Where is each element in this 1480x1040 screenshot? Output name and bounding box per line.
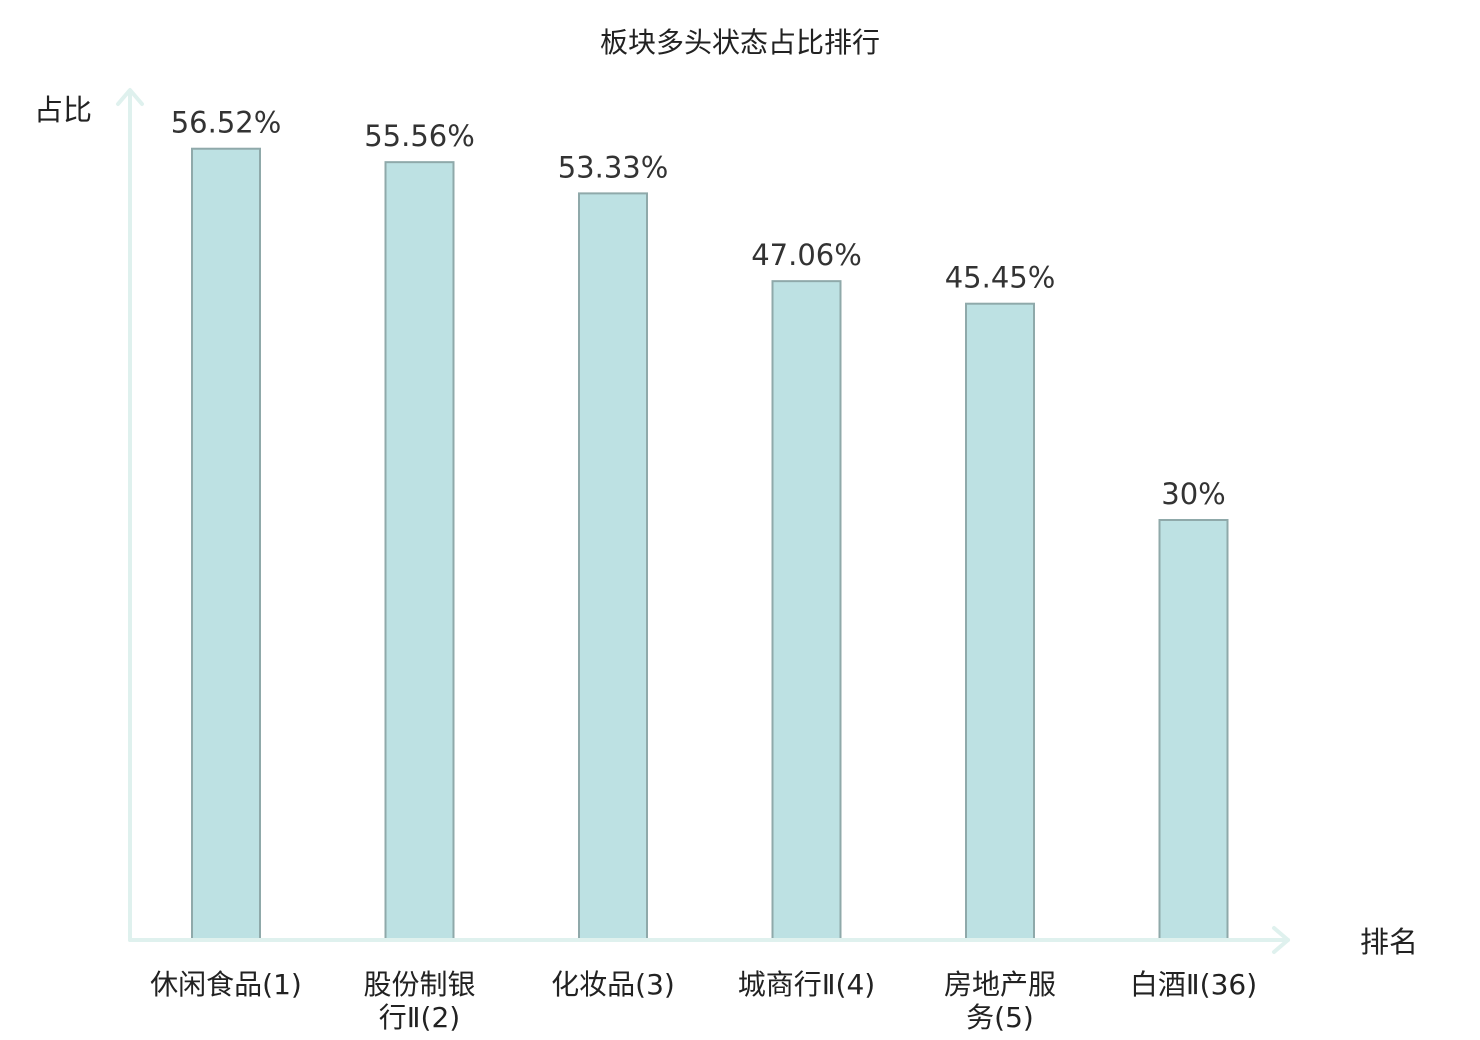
bars-group — [191, 147, 1229, 942]
chart-title: 板块多头状态占比排行 — [600, 26, 880, 59]
category-label-2-line-1: 股份制银 — [363, 968, 475, 1001]
category-label-2-line-2: 行Ⅱ(2) — [379, 1001, 460, 1034]
category-label-5-line-1: 房地产服 — [944, 968, 1056, 1001]
value-label-2: 55.56% — [364, 119, 475, 153]
bar-4 — [771, 280, 842, 942]
category-label-1: 休闲食品(1) — [150, 968, 302, 1001]
bar-1 — [191, 147, 261, 942]
value-labels-group: 56.52% 55.56% 53.33% 47.06% 45.45% 30% — [171, 106, 1226, 511]
y-axis-arrow — [116, 88, 144, 106]
category-label-4: 城商行Ⅱ(4) — [738, 968, 875, 1001]
bar-6 — [1158, 519, 1229, 941]
axes — [116, 88, 1290, 954]
x-axis-label: 排名 — [1360, 925, 1418, 959]
value-label-1: 56.52% — [171, 106, 282, 140]
value-label-5: 45.45% — [945, 261, 1056, 295]
bar-2 — [384, 161, 455, 942]
y-axis-label: 占比 — [34, 93, 92, 127]
value-label-4: 47.06% — [751, 238, 862, 272]
value-label-3: 53.33% — [558, 150, 669, 184]
category-label-6: 白酒Ⅱ(36) — [1130, 968, 1257, 1001]
bar-5 — [965, 302, 1035, 941]
value-label-6: 30% — [1161, 477, 1225, 511]
category-label-3: 化妆品(3) — [551, 968, 675, 1001]
bar-3 — [578, 192, 648, 941]
x-axis-arrow — [1272, 926, 1290, 954]
category-label-5-line-2: 务(5) — [966, 1001, 1034, 1034]
